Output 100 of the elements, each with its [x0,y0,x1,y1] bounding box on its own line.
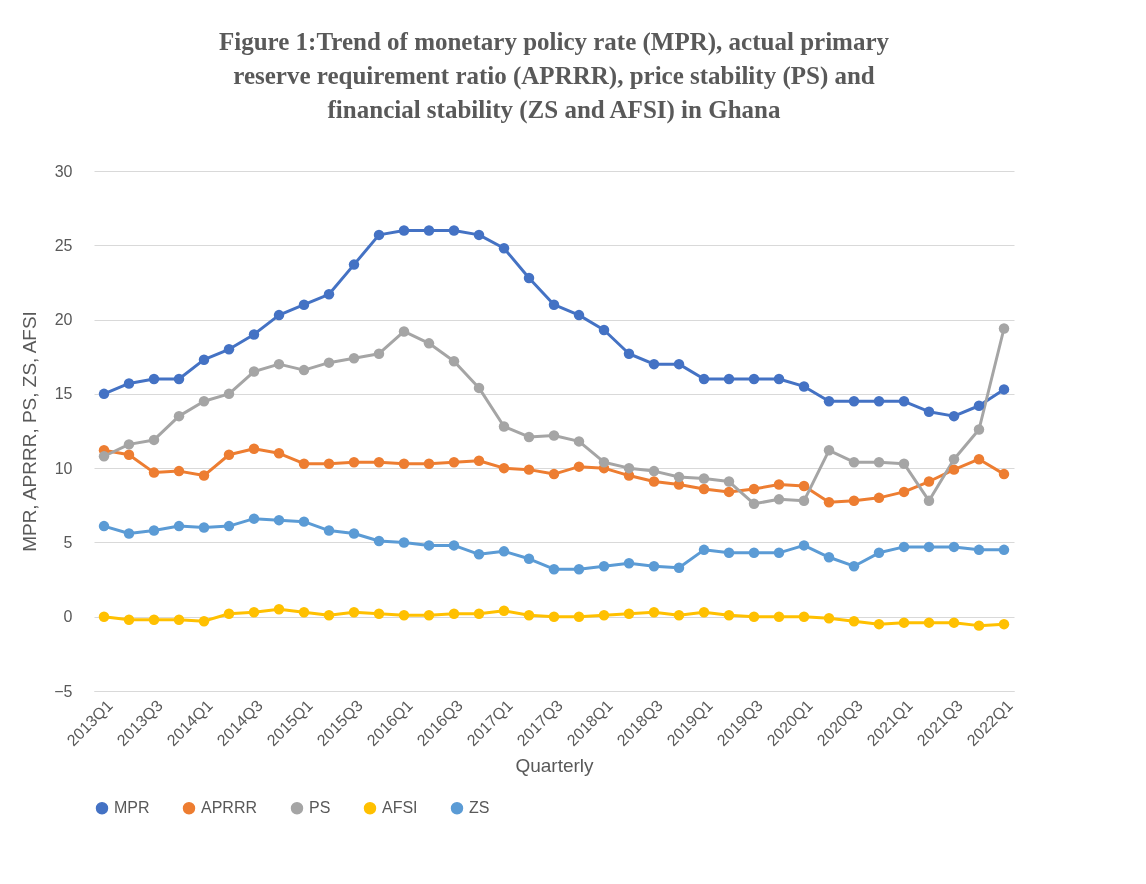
point [248,607,260,618]
point [973,453,985,465]
point [523,464,535,475]
point [298,607,310,618]
y-tick-label: 10 [54,459,73,477]
point [673,562,685,573]
point [398,537,410,548]
point [198,354,210,365]
point [548,468,560,480]
point [223,344,235,355]
point [523,431,535,443]
point [548,611,560,622]
point [598,609,610,621]
y-tick-label: 0 [63,608,73,626]
point [848,495,860,507]
point [448,456,460,468]
point [98,451,110,462]
point [798,381,810,392]
y-tick-label: −5 [54,682,73,700]
y-tick-label: 20 [54,311,73,329]
point [923,541,935,553]
point [873,547,885,559]
point [973,424,985,435]
y-tick-label: 5 [63,533,73,551]
point [173,410,185,422]
point [173,465,185,477]
point [573,611,585,622]
y-axis-title: MPR, APRRR, PS, ZS, AFSI [19,311,41,552]
point [173,520,185,532]
point [398,225,410,236]
legend-label: MPR [114,799,150,817]
point [373,535,385,547]
point [898,486,910,498]
point [123,378,135,389]
point [748,483,760,495]
point [448,355,460,367]
point [823,445,835,456]
point [348,352,360,364]
point [448,225,460,236]
point [498,243,510,254]
point [973,400,985,411]
point [898,396,910,407]
point [823,612,835,624]
legend-label: PS [309,799,331,817]
point [98,520,110,532]
point [698,483,710,495]
point [898,541,910,553]
point [273,604,285,615]
point [223,520,235,532]
point [198,396,210,407]
point [923,476,935,487]
point [423,458,435,469]
point [698,473,710,484]
point [998,544,1010,556]
point [273,358,285,370]
point [373,229,385,241]
point [123,528,135,539]
point [223,388,235,400]
point [373,348,385,359]
point [798,540,810,551]
point [198,470,210,481]
point [173,614,185,625]
point [573,563,585,575]
point [273,448,285,459]
point [798,495,810,507]
point [98,611,110,622]
point [723,609,735,621]
point [548,299,560,310]
point [323,609,335,621]
point [298,364,310,376]
point [748,611,760,622]
point [798,611,810,622]
point [998,468,1010,480]
point [298,516,310,527]
point [598,560,610,572]
point [848,560,860,572]
point [473,229,485,241]
point [823,396,835,407]
point [948,453,960,465]
point [473,455,485,466]
chart-title: Figure 1:Trend of monetary policy rate (MPR), actual primary reserve requirement ratio (APRRR), price stability (PS) and financial stability (ZS and AFSI) in Ghana [219,28,890,124]
point [348,456,360,468]
point [598,456,610,468]
point [123,614,135,625]
point [773,479,785,490]
legend-label: APRRR [201,799,258,817]
point [873,456,885,468]
point [973,544,985,556]
point [723,486,735,498]
point [198,615,210,627]
point [248,513,260,524]
point [998,384,1010,395]
point [298,299,310,310]
point [573,436,585,447]
point [123,449,135,461]
point [648,465,660,477]
point [623,348,635,359]
point [348,607,360,618]
point [398,458,410,469]
point [248,443,260,455]
